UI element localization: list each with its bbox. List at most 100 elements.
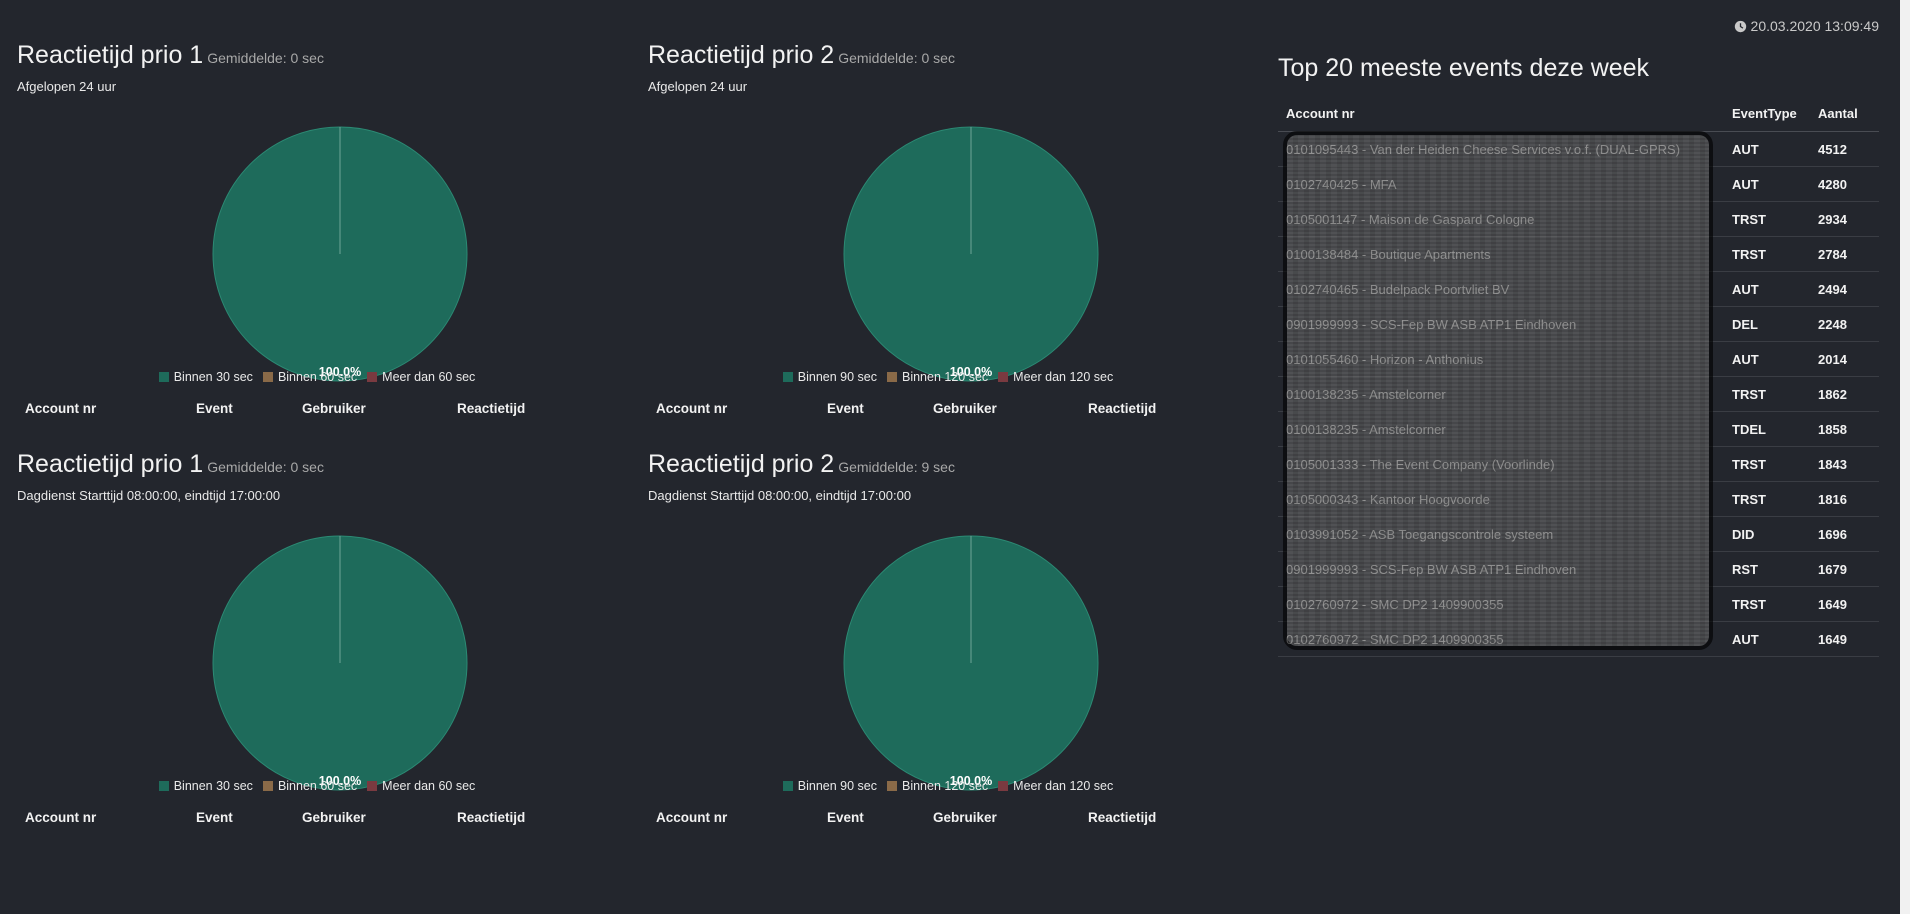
legend-swatch — [998, 372, 1009, 382]
header-account: Account nr — [1278, 96, 1724, 132]
account-cell: 0101055460 - Horizon - Anthonius — [1278, 341, 1724, 377]
legend-item[interactable]: Meer dan 60 sec — [367, 779, 475, 793]
eventtype-cell: DID — [1724, 516, 1810, 552]
table-row[interactable]: 0102740465 - Budelpack Poortvliet BV AUT 2… — [1278, 271, 1879, 307]
table-row[interactable]: 0901999993 - SCS-Fep BW ASB ATP1 Eindhov… — [1278, 551, 1879, 587]
eventtype-cell: TRST — [1724, 446, 1810, 482]
count-cell: 1696 — [1810, 516, 1879, 552]
eventtype-cell: TRST — [1724, 586, 1810, 622]
legend-swatch — [367, 372, 378, 382]
table-row[interactable]: 0100138235 - Amstelcorner TRST 1862 — [1278, 376, 1879, 412]
legend-label: Meer dan 60 sec — [382, 779, 476, 793]
legend-item[interactable]: Meer dan 60 sec — [367, 370, 475, 384]
eventtype-cell: AUT — [1724, 166, 1810, 202]
legend-swatch — [886, 781, 897, 791]
table-row[interactable]: 0100138484 - Boutique Apartments TRST 2784 — [1278, 236, 1879, 272]
count-cell: 1649 — [1810, 621, 1879, 657]
top20-header-row: Account nr EventType Aantal — [1278, 96, 1879, 132]
response-panel-4: Reactietijd prio 2 Gemiddelde: 9 sec Dagdi… — [648, 449, 1248, 859]
legend-item[interactable]: Binnen 90 sec — [782, 370, 877, 384]
legend-item[interactable]: Binnen 30 sec — [158, 779, 253, 793]
table-row[interactable]: 0101055460 - Horizon - Anthonius AUT 2014 — [1278, 341, 1879, 377]
legend-item[interactable]: Meer dan 120 sec — [998, 779, 1113, 793]
table-row[interactable]: 0105000343 - Kantoor Hoogvoorde TRST 1816 — [1278, 481, 1879, 517]
legend-item[interactable]: Binnen 120 sec — [886, 779, 989, 793]
panel-col-header: Reactietijd — [1088, 401, 1157, 416]
legend-label: Binnen 120 sec — [901, 779, 989, 793]
legend-swatch — [158, 372, 169, 382]
legend-item[interactable]: Binnen 30 sec — [158, 370, 253, 384]
legend-label: Binnen 120 sec — [901, 370, 989, 384]
count-cell: 2934 — [1810, 201, 1879, 237]
pie-legend: Binnen 90 sec Binnen 120 sec Meer dan 120 … — [648, 370, 1248, 384]
panel-col-header: Account nr — [656, 401, 728, 416]
eventtype-cell: TDEL — [1724, 411, 1810, 447]
count-cell: 2014 — [1810, 341, 1879, 377]
eventtype-cell: TRST — [1724, 236, 1810, 272]
legend-item[interactable]: Binnen 120 sec — [886, 370, 989, 384]
pie-chart[interactable]: 100.0% — [821, 104, 1121, 404]
eventtype-cell: AUT — [1724, 621, 1810, 657]
clock-text: 20.03.2020 13:09:49 — [1750, 18, 1879, 34]
legend-label: Meer dan 120 sec — [1013, 370, 1114, 384]
pie-percent-label: 100.0% — [319, 365, 361, 379]
eventtype-cell: AUT — [1724, 341, 1810, 377]
panel-col-header: Event — [827, 401, 864, 416]
panel-col-header: Reactietijd — [457, 810, 526, 825]
pie-chart[interactable]: 100.0% — [821, 513, 1121, 813]
table-row[interactable]: 0102760972 - SMC DP2 1409900355 AUT 1649 — [1278, 621, 1879, 657]
pie-legend: Binnen 30 sec Binnen 60 sec Meer dan 60 se… — [17, 370, 617, 384]
table-row[interactable]: 0102740425 - MFA AUT 4280 — [1278, 166, 1879, 202]
panel-col-header: Gebruiker — [933, 810, 997, 825]
legend-item[interactable]: Meer dan 120 sec — [998, 370, 1113, 384]
top20-section: Top 20 meeste events deze week Account n… — [1278, 52, 1879, 657]
legend-label: Binnen 60 sec — [277, 779, 358, 793]
legend-swatch — [367, 781, 378, 791]
table-row[interactable]: 0901999993 - SCS-Fep BW ASB ATP1 Eindhov… — [1278, 306, 1879, 342]
panel-subtitle: Afgelopen 24 uur — [17, 79, 117, 94]
panel-average: Gemiddelde: 0 sec — [207, 50, 324, 66]
legend-swatch — [262, 372, 273, 382]
table-row[interactable]: 0105001147 - Maison de Gaspard Cologne TR… — [1278, 201, 1879, 237]
panel-col-header: Event — [196, 401, 233, 416]
count-cell: 1843 — [1810, 446, 1879, 482]
legend-label: Meer dan 60 sec — [382, 370, 476, 384]
legend-item[interactable]: Binnen 60 sec — [262, 370, 358, 384]
count-cell: 4512 — [1810, 131, 1879, 167]
table-row[interactable]: 0105001333 - The Event Company (Voorlind… — [1278, 446, 1879, 482]
eventtype-cell: AUT — [1724, 131, 1810, 167]
legend-swatch — [998, 781, 1009, 791]
pie-percent-label: 100.0% — [319, 774, 361, 788]
legend-item[interactable]: Binnen 60 sec — [262, 779, 358, 793]
account-cell: 0901999993 - SCS-Fep BW ASB ATP1 Eindhov… — [1278, 306, 1724, 342]
table-row[interactable]: 0101095443 - Van der Heiden Cheese Servi… — [1278, 131, 1879, 167]
pie-chart[interactable]: 100.0% — [190, 513, 490, 813]
legend-label: Binnen 60 sec — [277, 370, 358, 384]
response-panel-2: Reactietijd prio 2 Gemiddelde: 0 sec Afgel… — [648, 40, 1248, 450]
pie-chart[interactable]: 100.0% — [190, 104, 490, 404]
panel-col-header: Account nr — [656, 810, 728, 825]
top20-title: Top 20 meeste events deze week — [1278, 54, 1650, 82]
pie-percent-label: 100.0% — [950, 774, 992, 788]
table-row[interactable]: 0100138235 - Amstelcorner TDEL 1858 — [1278, 411, 1879, 447]
panel-subtitle: Dagdienst Starttijd 08:00:00, eindtijd 1… — [17, 488, 281, 503]
table-row[interactable]: 0103991052 - ASB Toegangscontrole systee… — [1278, 516, 1879, 552]
count-cell: 1816 — [1810, 481, 1879, 517]
panel-table-header: Account nr Event Gebruiker Reactietijd — [17, 810, 617, 830]
panel-col-header: Account nr — [25, 810, 97, 825]
legend-item[interactable]: Binnen 90 sec — [782, 779, 877, 793]
panel-col-header: Gebruiker — [302, 401, 366, 416]
header-eventtype: EventType — [1724, 96, 1810, 132]
table-row[interactable]: 0102760972 - SMC DP2 1409900355 TRST 1649 — [1278, 586, 1879, 622]
legend-swatch — [262, 781, 273, 791]
panel-title-text: Reactietijd prio 1 — [17, 450, 204, 478]
clock-icon — [1734, 20, 1746, 32]
clock: 20.03.2020 13:09:49 — [1734, 18, 1879, 34]
scrollbar[interactable] — [1900, 0, 1910, 914]
count-cell: 2248 — [1810, 306, 1879, 342]
panel-title: Reactietijd prio 2 Gemiddelde: 9 sec — [648, 449, 1248, 482]
eventtype-cell: TRST — [1724, 376, 1810, 412]
panel-table-header: Account nr Event Gebruiker Reactietijd — [648, 401, 1248, 421]
account-cell: 0102740425 - MFA — [1278, 166, 1724, 202]
eventtype-cell: DEL — [1724, 306, 1810, 342]
